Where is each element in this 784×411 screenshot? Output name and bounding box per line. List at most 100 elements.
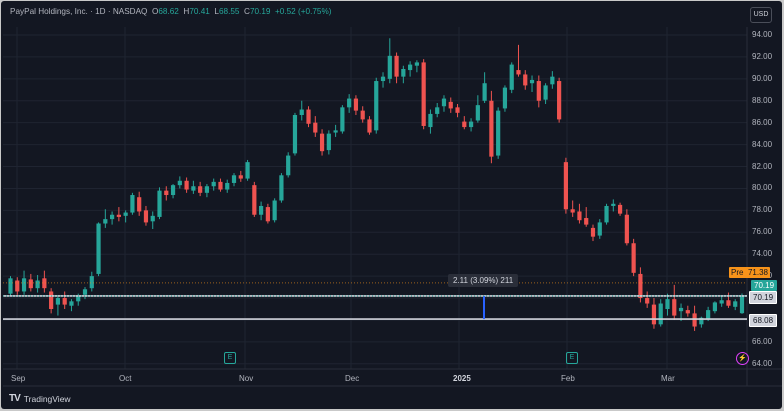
candle-body [401, 68, 406, 77]
candle [401, 65, 406, 84]
candle-body [15, 280, 20, 292]
candle [421, 59, 426, 130]
candle [733, 299, 738, 311]
candle-body [28, 279, 33, 289]
candle [590, 224, 596, 242]
candle [502, 85, 508, 112]
candle [367, 116, 372, 135]
price-axis-tick: 82.00 [752, 161, 773, 171]
candle-body [198, 186, 203, 193]
candle-body [55, 298, 61, 305]
candle-body [245, 162, 250, 179]
candle [448, 97, 453, 113]
candle-body [563, 162, 568, 210]
open-label: O [151, 7, 159, 16]
candle-body [509, 64, 514, 90]
candle-body [611, 203, 616, 206]
candle [360, 106, 365, 123]
candle [665, 293, 670, 316]
candle [557, 77, 562, 123]
candle [62, 291, 67, 309]
candle [651, 298, 657, 329]
candle-body [89, 276, 94, 289]
candle [529, 75, 535, 92]
candle [726, 292, 731, 308]
candle-body [685, 310, 690, 314]
last-price-tag: 70.19 [751, 280, 778, 291]
tradingview-logo-icon: TV [9, 393, 21, 404]
low-label: L [214, 7, 219, 16]
time-axis-tick: Mar [661, 374, 675, 383]
candle [482, 72, 487, 103]
candle-body [617, 204, 623, 214]
candle-body [394, 55, 399, 77]
candle [672, 284, 677, 320]
candle [584, 207, 589, 227]
candle [170, 184, 176, 199]
candle-body [374, 81, 379, 131]
candle [49, 288, 54, 314]
candle [231, 173, 237, 187]
candle [313, 116, 318, 137]
drawing-overlay [3, 282, 747, 320]
candle-body [109, 214, 115, 220]
premarket-value: 71.38 [747, 268, 768, 277]
candle [177, 176, 182, 189]
candle-body [719, 300, 724, 304]
candle-body [204, 186, 210, 193]
candle-body [353, 98, 359, 111]
lower-line-price-tag[interactable]: 68.08 [749, 314, 778, 327]
price-axis-tick: 92.00 [752, 51, 773, 61]
candle-body [516, 70, 521, 75]
candle-body [489, 100, 494, 157]
candle [8, 276, 13, 296]
price-axis-tick: 86.00 [752, 117, 773, 127]
candle [685, 305, 690, 317]
candle-body [286, 155, 291, 176]
currency-button[interactable]: USD [750, 7, 772, 23]
candle-body [306, 109, 311, 124]
upper-line-price-tag[interactable]: 70.19 [749, 291, 778, 304]
candle [211, 178, 216, 191]
close-label: C [244, 7, 250, 16]
candle-body [259, 205, 264, 215]
candle-body [631, 243, 636, 273]
candle-body [252, 185, 257, 215]
earnings-icon[interactable]: E [566, 352, 578, 364]
candle-body [272, 200, 277, 221]
candle-body [604, 205, 609, 223]
candle [319, 129, 325, 156]
candle-body [367, 119, 372, 133]
candle [624, 209, 629, 246]
candle-body [137, 197, 142, 212]
candle-body [645, 298, 650, 304]
candle-body [319, 133, 325, 152]
candle-body [143, 210, 149, 223]
candle-body [387, 55, 392, 79]
event-bolt-icon[interactable]: ⚡ [736, 352, 749, 365]
candle [150, 211, 155, 229]
candle [645, 291, 650, 308]
candle-body [218, 181, 223, 190]
candle-body [347, 98, 352, 108]
candle-body [468, 121, 474, 128]
candle-body [557, 81, 562, 120]
candle [604, 203, 609, 225]
candle-body [123, 212, 128, 216]
candle-body [164, 190, 169, 196]
candle-body [435, 107, 440, 114]
candle [523, 70, 528, 90]
candle-body [313, 122, 318, 133]
earnings-icon[interactable]: E [224, 352, 236, 364]
candle-body [651, 304, 657, 325]
price-axis-tick: 88.00 [752, 95, 773, 105]
candle [225, 179, 230, 193]
candle [468, 118, 474, 132]
tradingview-branding[interactable]: TV TradingView [9, 393, 71, 404]
candle [42, 270, 47, 293]
symbol-header: PayPal Holdings, Inc. · 1D · NASDAQ O68.… [10, 7, 331, 16]
candle-body [279, 175, 284, 201]
high-label: H [183, 7, 190, 16]
candle-body [482, 83, 487, 101]
